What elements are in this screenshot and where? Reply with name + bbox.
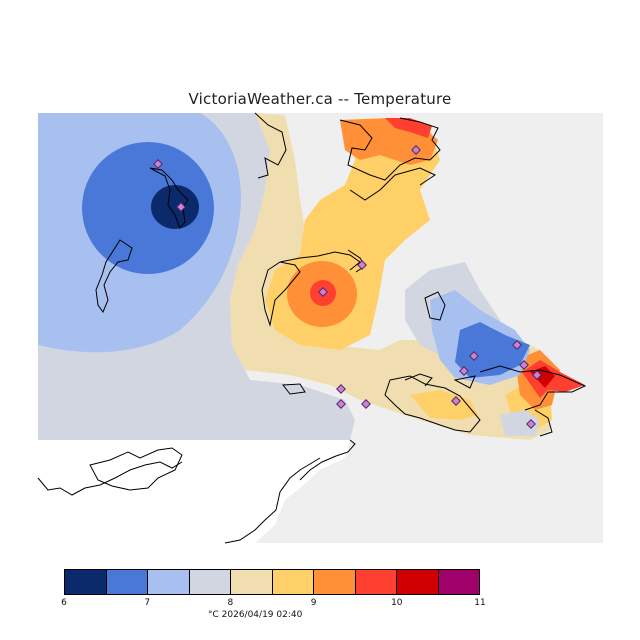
- legend-swatch: [272, 570, 314, 594]
- legend-swatch: [314, 570, 356, 594]
- legend-tick-label: 8: [227, 598, 234, 608]
- legend-swatch: [231, 570, 273, 594]
- temperature-legend: [64, 569, 480, 595]
- station-marker[interactable]: [459, 366, 469, 376]
- station-marker[interactable]: [451, 396, 461, 406]
- station-marker[interactable]: [336, 399, 346, 409]
- station-markers: [153, 145, 542, 429]
- contour-darkblue-west: [151, 185, 199, 229]
- station-marker[interactable]: [336, 384, 346, 394]
- legend-swatch: [148, 570, 190, 594]
- station-marker[interactable]: [361, 399, 371, 409]
- station-marker[interactable]: [512, 340, 522, 350]
- legend-tick-label: 9: [310, 598, 317, 608]
- contour-grey-southeast: [500, 410, 540, 436]
- legend-swatch: [355, 570, 397, 594]
- contour-red-north: [385, 118, 432, 138]
- legend-tick-label: 6: [61, 598, 67, 608]
- station-marker[interactable]: [153, 159, 163, 169]
- station-marker[interactable]: [176, 202, 186, 212]
- station-marker[interactable]: [318, 287, 328, 297]
- station-marker[interactable]: [526, 419, 536, 429]
- legend-swatch: [65, 570, 107, 594]
- station-marker[interactable]: [532, 370, 542, 380]
- station-marker[interactable]: [357, 260, 367, 270]
- contour-blue-east: [455, 322, 530, 378]
- station-marker[interactable]: [519, 360, 529, 370]
- legend-tick-label: 11: [474, 598, 486, 608]
- land-white-south: [38, 440, 350, 543]
- legend-tick-label: 10: [391, 598, 403, 608]
- contour-blue-west: [82, 142, 214, 274]
- station-marker[interactable]: [469, 351, 479, 361]
- legend-tick-label: 7: [144, 598, 151, 608]
- legend-swatch: [438, 570, 479, 594]
- station-marker[interactable]: [411, 145, 421, 155]
- map-title: VictoriaWeather.ca -- Temperature: [188, 90, 452, 108]
- legend-caption: °C 2026/04/19 02:40: [208, 610, 303, 620]
- legend-swatch: [189, 570, 231, 594]
- legend-swatch: [397, 570, 439, 594]
- legend-swatch: [106, 570, 148, 594]
